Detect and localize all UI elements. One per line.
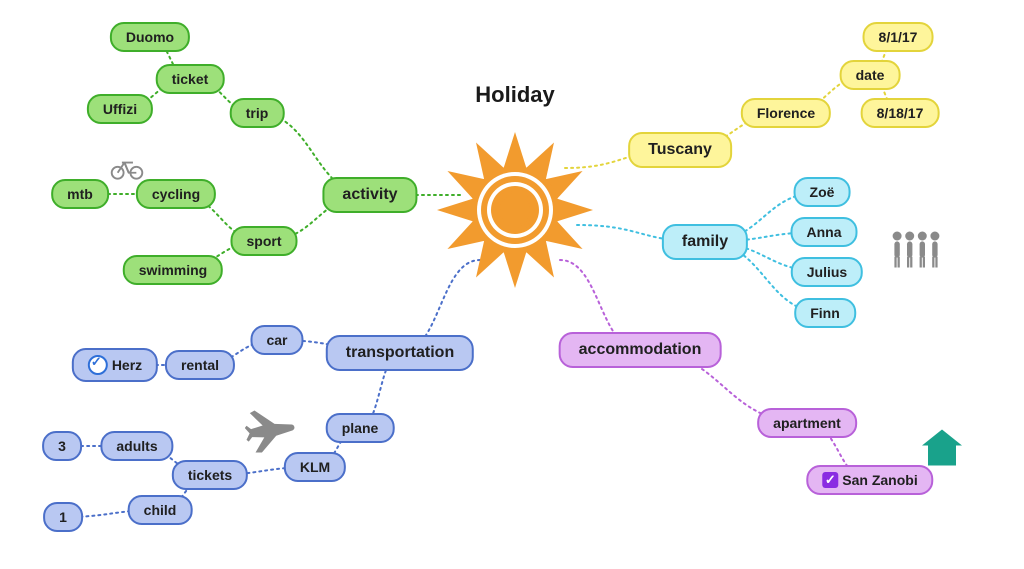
- node-label: Uffizi: [103, 101, 137, 117]
- node-sport[interactable]: sport: [231, 226, 298, 256]
- node-label: Zoë: [810, 184, 835, 200]
- node-label: sport: [247, 233, 282, 249]
- node-label: Julius: [807, 264, 847, 280]
- node-label: adults: [116, 438, 157, 454]
- node-label: cycling: [152, 186, 200, 202]
- sun-icon: [437, 132, 593, 288]
- node-n1[interactable]: 1: [43, 502, 83, 532]
- node-family[interactable]: family: [662, 224, 748, 260]
- node-label: plane: [342, 420, 379, 436]
- plane-icon: [245, 403, 295, 458]
- node-duomo[interactable]: Duomo: [110, 22, 190, 52]
- node-label: 1: [59, 509, 67, 525]
- node-label: Duomo: [126, 29, 174, 45]
- node-label: tickets: [188, 467, 232, 483]
- node-label: Finn: [810, 305, 840, 321]
- house-icon: [920, 426, 964, 475]
- node-label: apartment: [773, 415, 841, 431]
- node-label: mtb: [67, 186, 93, 202]
- node-label: rental: [181, 357, 219, 373]
- node-cycling[interactable]: cycling: [136, 179, 216, 209]
- node-label: 8/1/17: [879, 29, 918, 45]
- node-apartment[interactable]: apartment: [757, 408, 857, 438]
- node-d2[interactable]: 8/18/17: [861, 98, 940, 128]
- node-label: family: [682, 233, 728, 251]
- node-florence[interactable]: Florence: [741, 98, 831, 128]
- check-icon: [88, 355, 108, 375]
- node-label: date: [856, 67, 885, 83]
- node-accom[interactable]: accommodation: [559, 332, 722, 368]
- node-activity[interactable]: activity: [322, 177, 417, 213]
- node-tuscany[interactable]: Tuscany: [628, 132, 732, 168]
- node-trip[interactable]: trip: [230, 98, 285, 128]
- node-label: activity: [342, 186, 397, 204]
- node-rental[interactable]: rental: [165, 350, 235, 380]
- node-julius[interactable]: Julius: [791, 257, 863, 287]
- node-label: child: [144, 502, 177, 518]
- node-label: accommodation: [579, 341, 702, 359]
- node-transport[interactable]: transportation: [326, 335, 474, 371]
- node-label: Anna: [807, 224, 842, 240]
- node-sanzanobi[interactable]: ✓San Zanobi: [806, 465, 933, 495]
- node-label: transportation: [346, 344, 454, 362]
- node-label: swimming: [139, 262, 207, 278]
- node-uffizi[interactable]: Uffizi: [87, 94, 153, 124]
- node-label: San Zanobi: [842, 472, 917, 488]
- node-label: Florence: [757, 105, 815, 121]
- node-label: 8/18/17: [877, 105, 924, 121]
- node-tickets[interactable]: tickets: [172, 460, 248, 490]
- people-icon: [889, 228, 943, 276]
- node-mtb[interactable]: mtb: [51, 179, 109, 209]
- node-label: ticket: [172, 71, 209, 87]
- node-label: car: [266, 332, 287, 348]
- node-finn[interactable]: Finn: [794, 298, 856, 328]
- check-icon: ✓: [822, 472, 838, 488]
- center-title: Holiday: [475, 82, 554, 108]
- node-ticket[interactable]: ticket: [156, 64, 225, 94]
- node-zoe[interactable]: Zoë: [794, 177, 851, 207]
- bike-icon: [110, 157, 144, 186]
- node-herz[interactable]: Herz: [72, 348, 158, 382]
- node-label: 3: [58, 438, 66, 454]
- node-anna[interactable]: Anna: [791, 217, 858, 247]
- node-car[interactable]: car: [250, 325, 303, 355]
- node-label: Herz: [112, 357, 142, 373]
- node-label: Tuscany: [648, 141, 712, 159]
- node-label: KLM: [300, 459, 330, 475]
- node-n3[interactable]: 3: [42, 431, 82, 461]
- node-swimming[interactable]: swimming: [123, 255, 223, 285]
- node-label: trip: [246, 105, 269, 121]
- node-adults[interactable]: adults: [100, 431, 173, 461]
- mindmap-canvas: Holiday activity trip ticket Duomo Uffizi spo…: [0, 0, 1024, 569]
- node-date[interactable]: date: [840, 60, 901, 90]
- node-child[interactable]: child: [128, 495, 193, 525]
- node-plane[interactable]: plane: [326, 413, 395, 443]
- node-d1[interactable]: 8/1/17: [863, 22, 934, 52]
